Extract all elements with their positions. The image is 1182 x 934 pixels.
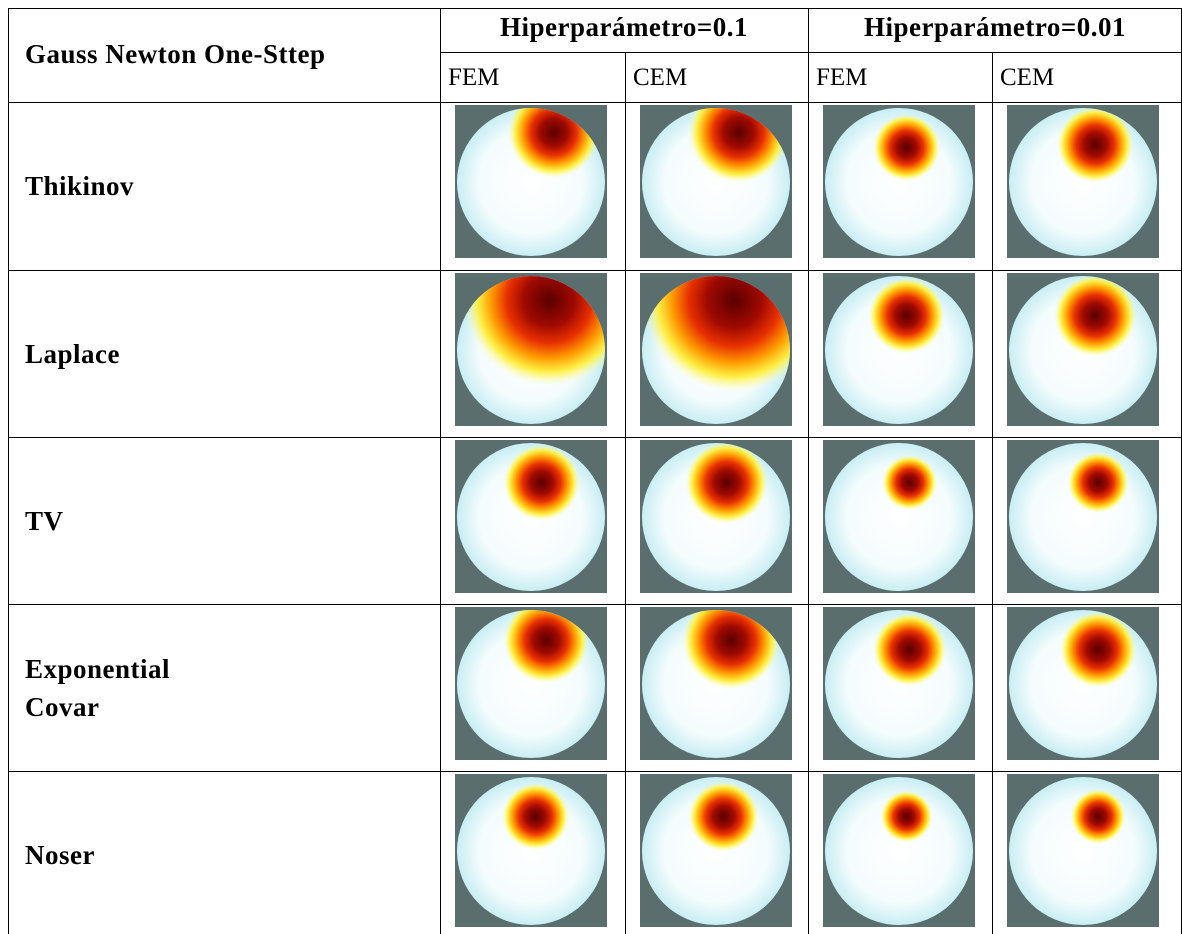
row-label: Noser (25, 836, 95, 874)
conductivity-blob (642, 443, 790, 591)
reconstruction-image (823, 440, 975, 593)
conductivity-blob (642, 276, 790, 424)
conductivity-blob (825, 276, 973, 424)
rule (8, 771, 1182, 772)
reconstruction-image (640, 273, 792, 426)
conductivity-blob (825, 610, 973, 758)
group-header: Hiperparámetro=0.01 (863, 12, 1127, 42)
reconstruction-image (823, 607, 975, 760)
conductivity-blob (457, 777, 605, 925)
row-label-line: Laplace (25, 339, 120, 369)
row-label-line: TV (25, 506, 64, 536)
conductivity-blob (1009, 276, 1157, 424)
rule (808, 8, 809, 934)
rule (440, 8, 441, 934)
conductivity-blob (825, 108, 973, 256)
reconstruction-image (455, 440, 607, 593)
conductivity-blob (1009, 610, 1157, 758)
row-label: Thikinov (25, 167, 134, 205)
conductivity-blob (457, 276, 605, 424)
conductivity-blob (457, 610, 605, 758)
sub-header: CEM (1000, 64, 1055, 91)
conductivity-blob (642, 108, 790, 256)
reconstruction-image (640, 440, 792, 593)
reconstruction-image (455, 273, 607, 426)
conductivity-blob (825, 443, 973, 591)
reconstruction-image (455, 774, 607, 927)
rule (440, 52, 1182, 53)
sub-header: FEM (816, 64, 868, 91)
sub-header: CEM (633, 64, 688, 91)
row-label-line: Exponential (25, 654, 171, 684)
rule (8, 270, 1182, 271)
reconstruction-image (823, 105, 975, 258)
conductivity-blob (1009, 443, 1157, 591)
row-label: Laplace (25, 335, 120, 373)
reconstruction-image (640, 105, 792, 258)
reconstruction-image (1007, 273, 1159, 426)
reconstruction-image (640, 607, 792, 760)
rule (8, 102, 1182, 103)
reconstruction-image (1007, 607, 1159, 760)
conductivity-blob (1009, 108, 1157, 256)
rule (625, 52, 626, 934)
rule (8, 604, 1182, 605)
conductivity-blob (457, 443, 605, 591)
sub-header: FEM (448, 64, 500, 91)
rule (8, 8, 9, 934)
conductivity-blob (825, 777, 973, 925)
group-header: Hiperparámetro=0.1 (499, 12, 749, 42)
conductivity-blob (1009, 777, 1157, 925)
row-label-line: Noser (25, 840, 95, 870)
reconstruction-image (455, 105, 607, 258)
conductivity-blob (457, 108, 605, 256)
reconstruction-image (455, 607, 607, 760)
rule (8, 8, 1182, 9)
rule (992, 52, 993, 934)
reconstruction-image (1007, 105, 1159, 258)
rule (8, 437, 1182, 438)
reconstruction-image (640, 774, 792, 927)
reconstruction-image (823, 273, 975, 426)
conductivity-blob (642, 610, 790, 758)
conductivity-blob (642, 777, 790, 925)
reconstruction-image (823, 774, 975, 927)
row-label-line: Covar (25, 692, 100, 722)
row-label: TV (25, 502, 64, 540)
reconstruction-image (1007, 440, 1159, 593)
row-label: Exponential Covar (25, 650, 170, 726)
reconstruction-image (1007, 774, 1159, 927)
corner-header: Gauss Newton One-Sttep (25, 39, 326, 69)
row-label-line: Thikinov (25, 171, 135, 201)
